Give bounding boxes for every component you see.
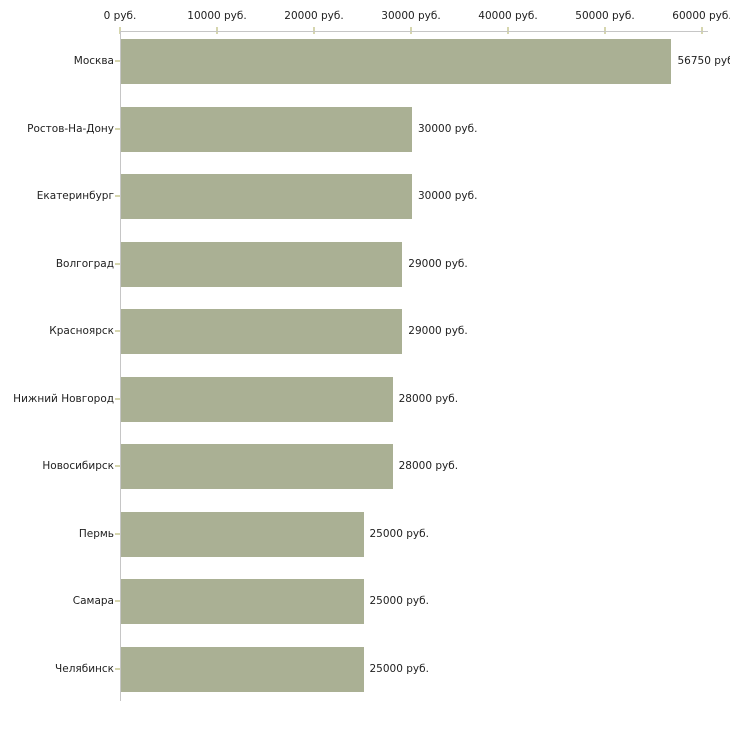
x-axis-tick-label: 30000 руб. <box>381 10 441 22</box>
bar <box>121 646 364 692</box>
category-label: Челябинск <box>55 662 114 675</box>
category-label: Москва <box>73 55 114 67</box>
x-axis-tick-mark <box>313 27 315 34</box>
x-axis-tick-label: 20000 руб. <box>284 10 344 22</box>
x-axis-tick-mark <box>507 27 509 34</box>
x-axis-tick-mark <box>604 27 606 34</box>
y-axis-line <box>120 31 121 701</box>
bar <box>121 241 403 287</box>
x-axis-tick-mark <box>701 27 703 34</box>
category-label: Ростов-На-Дону <box>27 122 114 135</box>
bar <box>121 376 393 422</box>
x-axis-tick-mark <box>119 27 121 34</box>
x-axis-tick-label: 10000 руб. <box>187 10 247 22</box>
value-label: 25000 руб. <box>369 527 429 540</box>
category-tick-mark <box>115 532 120 535</box>
category-tick-mark <box>115 60 120 62</box>
value-label: 28000 руб. <box>398 392 459 405</box>
category-label: Екатеринбург <box>36 190 114 202</box>
category-label: Новосибирск <box>42 460 114 472</box>
bar <box>121 309 403 354</box>
category-label: Пермь <box>78 527 114 540</box>
bar-row: Ростов-На-Дону 30000 руб. <box>0 106 730 152</box>
bar-row: Новосибирск 28000 руб. <box>0 444 730 489</box>
bar <box>121 39 672 84</box>
value-label: 28000 руб. <box>398 460 459 472</box>
x-axis-line <box>120 31 708 32</box>
category-tick-mark <box>115 465 120 467</box>
category-tick-mark <box>115 667 120 670</box>
value-label: 30000 руб. <box>418 190 478 202</box>
category-label: Нижний Новгород <box>13 392 114 405</box>
bar <box>121 511 364 557</box>
bar-row: Екатеринбург 30000 руб. <box>0 174 730 219</box>
value-label: 29000 руб. <box>408 325 468 337</box>
bar-row: Москва 56750 руб. <box>0 39 730 84</box>
category-tick-mark <box>115 397 120 400</box>
category-label: Красноярск <box>49 325 114 337</box>
category-tick-mark <box>115 330 120 332</box>
bar-row: Красноярск 29000 руб. <box>0 309 730 354</box>
bar <box>121 106 412 152</box>
value-label: 29000 руб. <box>408 257 468 270</box>
value-label: 25000 руб. <box>369 662 429 675</box>
x-axis-tick-mark <box>410 27 412 34</box>
x-axis-tick-label: 50000 руб. <box>575 10 635 22</box>
bar-row: Самара 25000 руб. <box>0 579 730 624</box>
category-tick-mark <box>115 262 120 265</box>
x-axis-tick-label: 40000 руб. <box>478 10 538 22</box>
bar-row: Пермь 25000 руб. <box>0 511 730 557</box>
x-axis-tick-label: 0 руб. <box>103 10 137 22</box>
bar-row: Челябинск 25000 руб. <box>0 646 730 692</box>
category-tick-mark <box>115 195 120 197</box>
x-axis-tick-mark <box>216 27 218 34</box>
category-label: Волгоград <box>55 257 114 270</box>
bar-row: Нижний Новгород 28000 руб. <box>0 376 730 422</box>
category-label: Самара <box>72 595 114 607</box>
bar <box>121 174 412 219</box>
bar-row: Волгоград 29000 руб. <box>0 241 730 287</box>
bar <box>121 444 393 489</box>
bar <box>121 579 364 624</box>
x-axis-tick-label: 60000 руб. <box>672 10 730 22</box>
category-tick-mark <box>115 127 120 130</box>
value-label: 56750 руб. <box>677 55 730 67</box>
value-label: 25000 руб. <box>369 595 429 607</box>
category-tick-mark <box>115 600 120 602</box>
value-label: 30000 руб. <box>418 122 478 135</box>
